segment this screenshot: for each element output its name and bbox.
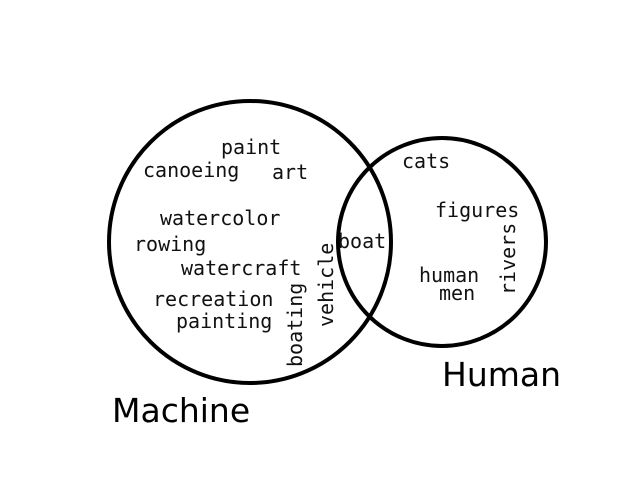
machine-term: watercraft	[181, 256, 301, 280]
machine-term: art	[272, 160, 308, 184]
machine-term: painting	[176, 309, 272, 333]
machine-term: paint	[221, 135, 281, 159]
machine-term: boating	[283, 283, 307, 367]
human-label: Human	[442, 355, 561, 394]
machine-term: rowing	[134, 232, 206, 256]
machine-label: Machine	[112, 391, 250, 430]
machine-circle	[107, 99, 393, 385]
human-term: cats	[402, 149, 450, 173]
human-term: figures	[435, 198, 519, 222]
machine-term: watercolor	[160, 206, 280, 230]
machine-term: canoeing	[143, 158, 239, 182]
human-term: men	[439, 281, 475, 305]
human-circle	[336, 136, 548, 348]
intersection-term: boat	[338, 229, 386, 253]
machine-term: vehicle	[314, 243, 338, 327]
human-term: human	[419, 263, 479, 287]
human-term: rivers	[496, 223, 520, 295]
machine-term: recreation	[153, 287, 273, 311]
